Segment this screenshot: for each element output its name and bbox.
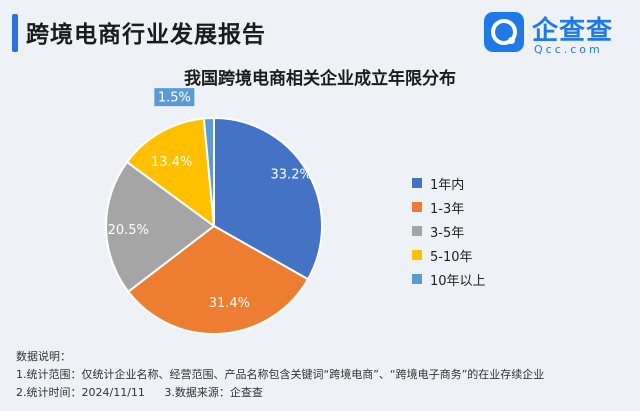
chart-title: 我国跨境电商相关企业成立年限分布 (184, 69, 456, 89)
pie-slice-3 (105, 160, 216, 294)
pie-slice-2 (126, 224, 310, 335)
qcc-logo: 企查查 Qcc.com (484, 10, 632, 56)
legend-item-5: 10年以上 (412, 272, 486, 289)
legend-swatch-2 (412, 202, 422, 212)
legend-item-1: 1年内 (412, 176, 486, 193)
legend-label-2: 1-3年 (430, 201, 465, 217)
notes-heading: 数据说明： (16, 350, 71, 363)
chart-legend: 1年内 1-3年 3-5年 5-10年 10年以上 (412, 176, 486, 296)
legend-label-3: 3-5年 (430, 225, 465, 241)
notes-line-2: 2.统计时间：2024/11/11 3.数据来源：企查查 (16, 384, 544, 402)
logo-domain: Qcc.com (534, 43, 603, 56)
pie-label-box-5 (154, 88, 195, 107)
legend-item-3: 3-5年 (412, 224, 486, 241)
legend-label-5: 10年以上 (430, 273, 486, 289)
pie-slice-4 (125, 117, 216, 229)
legend-item-2: 1-3年 (412, 200, 486, 217)
notes-source: 3.数据来源：企查查 (164, 386, 263, 399)
pie-label-1: 33.2% (271, 167, 312, 182)
data-notes: 数据说明： 1.统计范围：仅统计企业名称、经营范围、产品名称包含关键词“跨境电商… (16, 348, 544, 402)
legend-label-4: 5-10年 (430, 249, 473, 265)
legend-item-4: 5-10年 (412, 248, 486, 265)
legend-label-1: 1年内 (430, 177, 465, 193)
pie-label-3: 20.5% (108, 223, 149, 238)
legend-swatch-4 (412, 250, 422, 260)
header-accent-bar (12, 14, 18, 52)
notes-line-1: 1.统计范围：仅统计企业名称、经营范围、产品名称包含关键词“跨境电商”、“跨境电… (16, 368, 545, 381)
legend-swatch-5 (412, 274, 422, 284)
page-title: 跨境电商行业发展报告 (26, 22, 266, 48)
magnifier-ring-icon (491, 19, 517, 45)
logo-name: 企查查 (532, 16, 614, 46)
pie-label-5: 1.5% (158, 91, 191, 106)
qcc-logo-icon (484, 12, 524, 52)
pie-slice-5 (202, 116, 215, 227)
legend-swatch-3 (412, 226, 422, 236)
magnifier-dot-icon (508, 37, 515, 44)
pie-slice-1 (213, 116, 323, 281)
pie-label-4: 13.4% (151, 155, 192, 170)
notes-time: 2.统计时间：2024/11/11 (16, 386, 145, 399)
legend-swatch-1 (412, 178, 422, 188)
pie-label-2: 31.4% (209, 296, 250, 311)
